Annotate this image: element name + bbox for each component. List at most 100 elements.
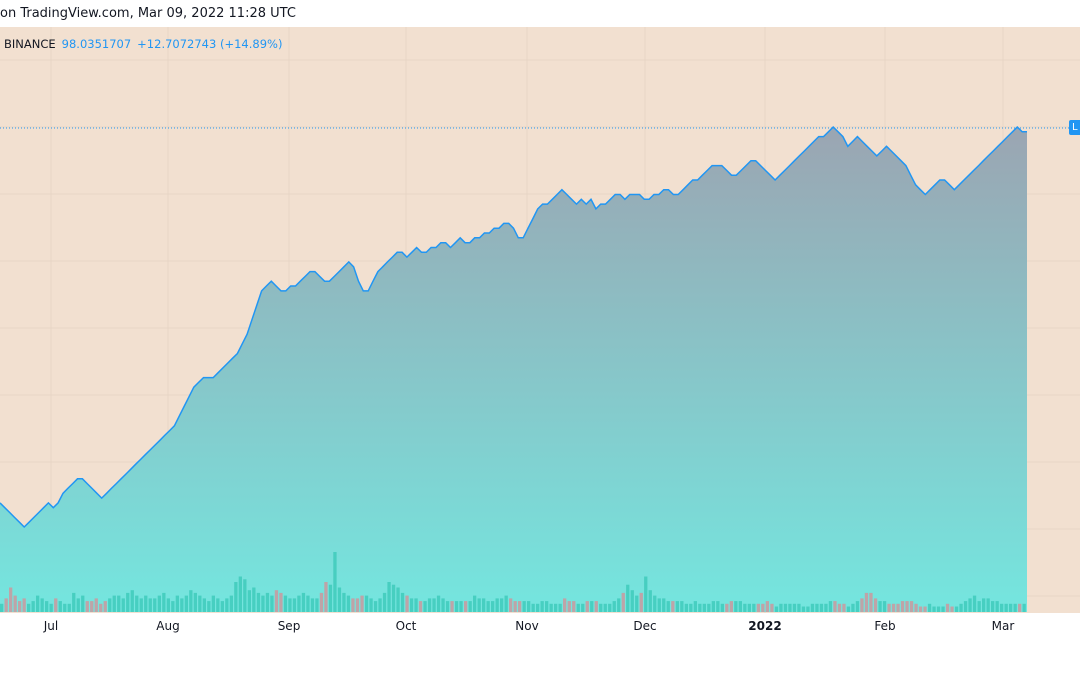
volume-bar xyxy=(536,603,540,612)
volume-bar xyxy=(527,601,531,612)
volume-bar xyxy=(207,601,211,612)
volume-bar xyxy=(761,603,765,612)
volume-bar xyxy=(450,601,454,612)
volume-bar xyxy=(229,595,233,612)
last-price-tag[interactable]: L xyxy=(1069,120,1080,135)
volume-bar xyxy=(198,595,202,612)
volume-bar xyxy=(518,601,522,612)
volume-bar xyxy=(0,603,4,612)
volume-bar xyxy=(846,606,851,612)
volume-bar xyxy=(567,601,571,612)
volume-bar xyxy=(13,595,17,612)
volume-bar xyxy=(256,592,261,612)
volume-bar xyxy=(373,601,378,612)
symbol-change: +12.7072743 (+14.89%) xyxy=(137,37,283,51)
volume-bar xyxy=(576,603,580,612)
volume-bar xyxy=(234,582,238,612)
volume-bar xyxy=(247,590,251,612)
volume-bar xyxy=(837,603,842,612)
symbol-price: 98.0351707 xyxy=(61,37,132,51)
volume-bar xyxy=(833,601,837,612)
volume-bar xyxy=(288,598,292,612)
price-chart[interactable] xyxy=(0,27,1080,613)
volume-bar xyxy=(549,603,553,612)
volume-bar xyxy=(378,598,382,612)
volume-bar xyxy=(1013,603,1017,612)
volume-bar xyxy=(945,603,950,612)
volume-bar xyxy=(4,598,8,612)
volume-bar xyxy=(585,601,589,612)
volume-bar xyxy=(504,595,508,612)
volume-bar xyxy=(968,598,972,612)
volume-bar xyxy=(396,587,400,612)
volume-bar xyxy=(954,606,959,612)
volume-bar xyxy=(477,598,481,612)
volume-bar xyxy=(932,606,936,612)
volume-bar xyxy=(666,601,670,612)
volume-bar xyxy=(869,592,873,612)
volume-bar xyxy=(905,601,909,612)
volume-bar xyxy=(265,592,270,612)
volume-bar xyxy=(639,592,643,612)
volume-bar xyxy=(292,598,297,612)
volume-bar xyxy=(707,603,711,612)
volume-bar xyxy=(891,603,896,612)
volume-bar xyxy=(22,598,26,612)
volume-bar xyxy=(409,598,414,612)
volume-bar xyxy=(513,601,517,612)
volume-bar xyxy=(621,592,625,612)
volume-bar xyxy=(909,601,914,612)
price-line xyxy=(0,125,1027,529)
volume-bar xyxy=(225,598,229,612)
volume-bar xyxy=(801,606,806,612)
volume-bar xyxy=(454,601,459,612)
volume-bar xyxy=(436,595,441,612)
volume-bar xyxy=(986,598,990,612)
volume-bar xyxy=(220,601,224,612)
volume-bar xyxy=(572,601,576,612)
volume-bar xyxy=(49,603,53,612)
price-area xyxy=(0,127,1027,612)
volume-bar xyxy=(963,601,968,612)
volume-bar xyxy=(274,590,279,612)
volume-bar xyxy=(261,595,265,612)
symbol-exchange: BINANCE xyxy=(4,37,56,51)
volume-bar xyxy=(671,601,675,612)
volume-bar xyxy=(464,601,468,612)
volume-bar xyxy=(558,603,562,612)
x-tick-label: Aug xyxy=(156,619,180,633)
volume-bar xyxy=(126,592,130,612)
volume-bar xyxy=(351,598,355,612)
volume-bar xyxy=(729,601,733,612)
plot-area[interactable] xyxy=(0,27,1080,613)
volume-bar xyxy=(927,603,932,612)
x-tick-label: Nov xyxy=(515,619,539,633)
volume-bar xyxy=(364,595,369,612)
volume-bar xyxy=(301,592,306,612)
volume-bar xyxy=(675,601,679,612)
volume-bar xyxy=(828,601,833,612)
volume-bar xyxy=(342,592,346,612)
volume-bar xyxy=(851,603,855,612)
volume-bar xyxy=(752,603,756,612)
volume-bar xyxy=(252,587,256,612)
volume-bar xyxy=(599,603,603,612)
volume-bar xyxy=(788,603,792,612)
volume-bar xyxy=(635,595,639,612)
volume-bar xyxy=(473,595,477,612)
volume-bar xyxy=(445,601,450,612)
volume-bar xyxy=(612,601,616,612)
volume-bar xyxy=(977,601,981,612)
volume-bar xyxy=(103,601,107,612)
volume-bar xyxy=(333,552,337,612)
volume-bar xyxy=(166,598,170,612)
volume-bar xyxy=(85,601,89,612)
volume-bar xyxy=(936,606,941,612)
volume-bar xyxy=(135,595,139,612)
volume-bar xyxy=(315,598,319,612)
volume-bar xyxy=(391,584,396,612)
volume-bar xyxy=(680,601,684,612)
volume-bar xyxy=(590,601,594,612)
volume-bar xyxy=(689,603,693,612)
volume-bar xyxy=(112,595,116,612)
